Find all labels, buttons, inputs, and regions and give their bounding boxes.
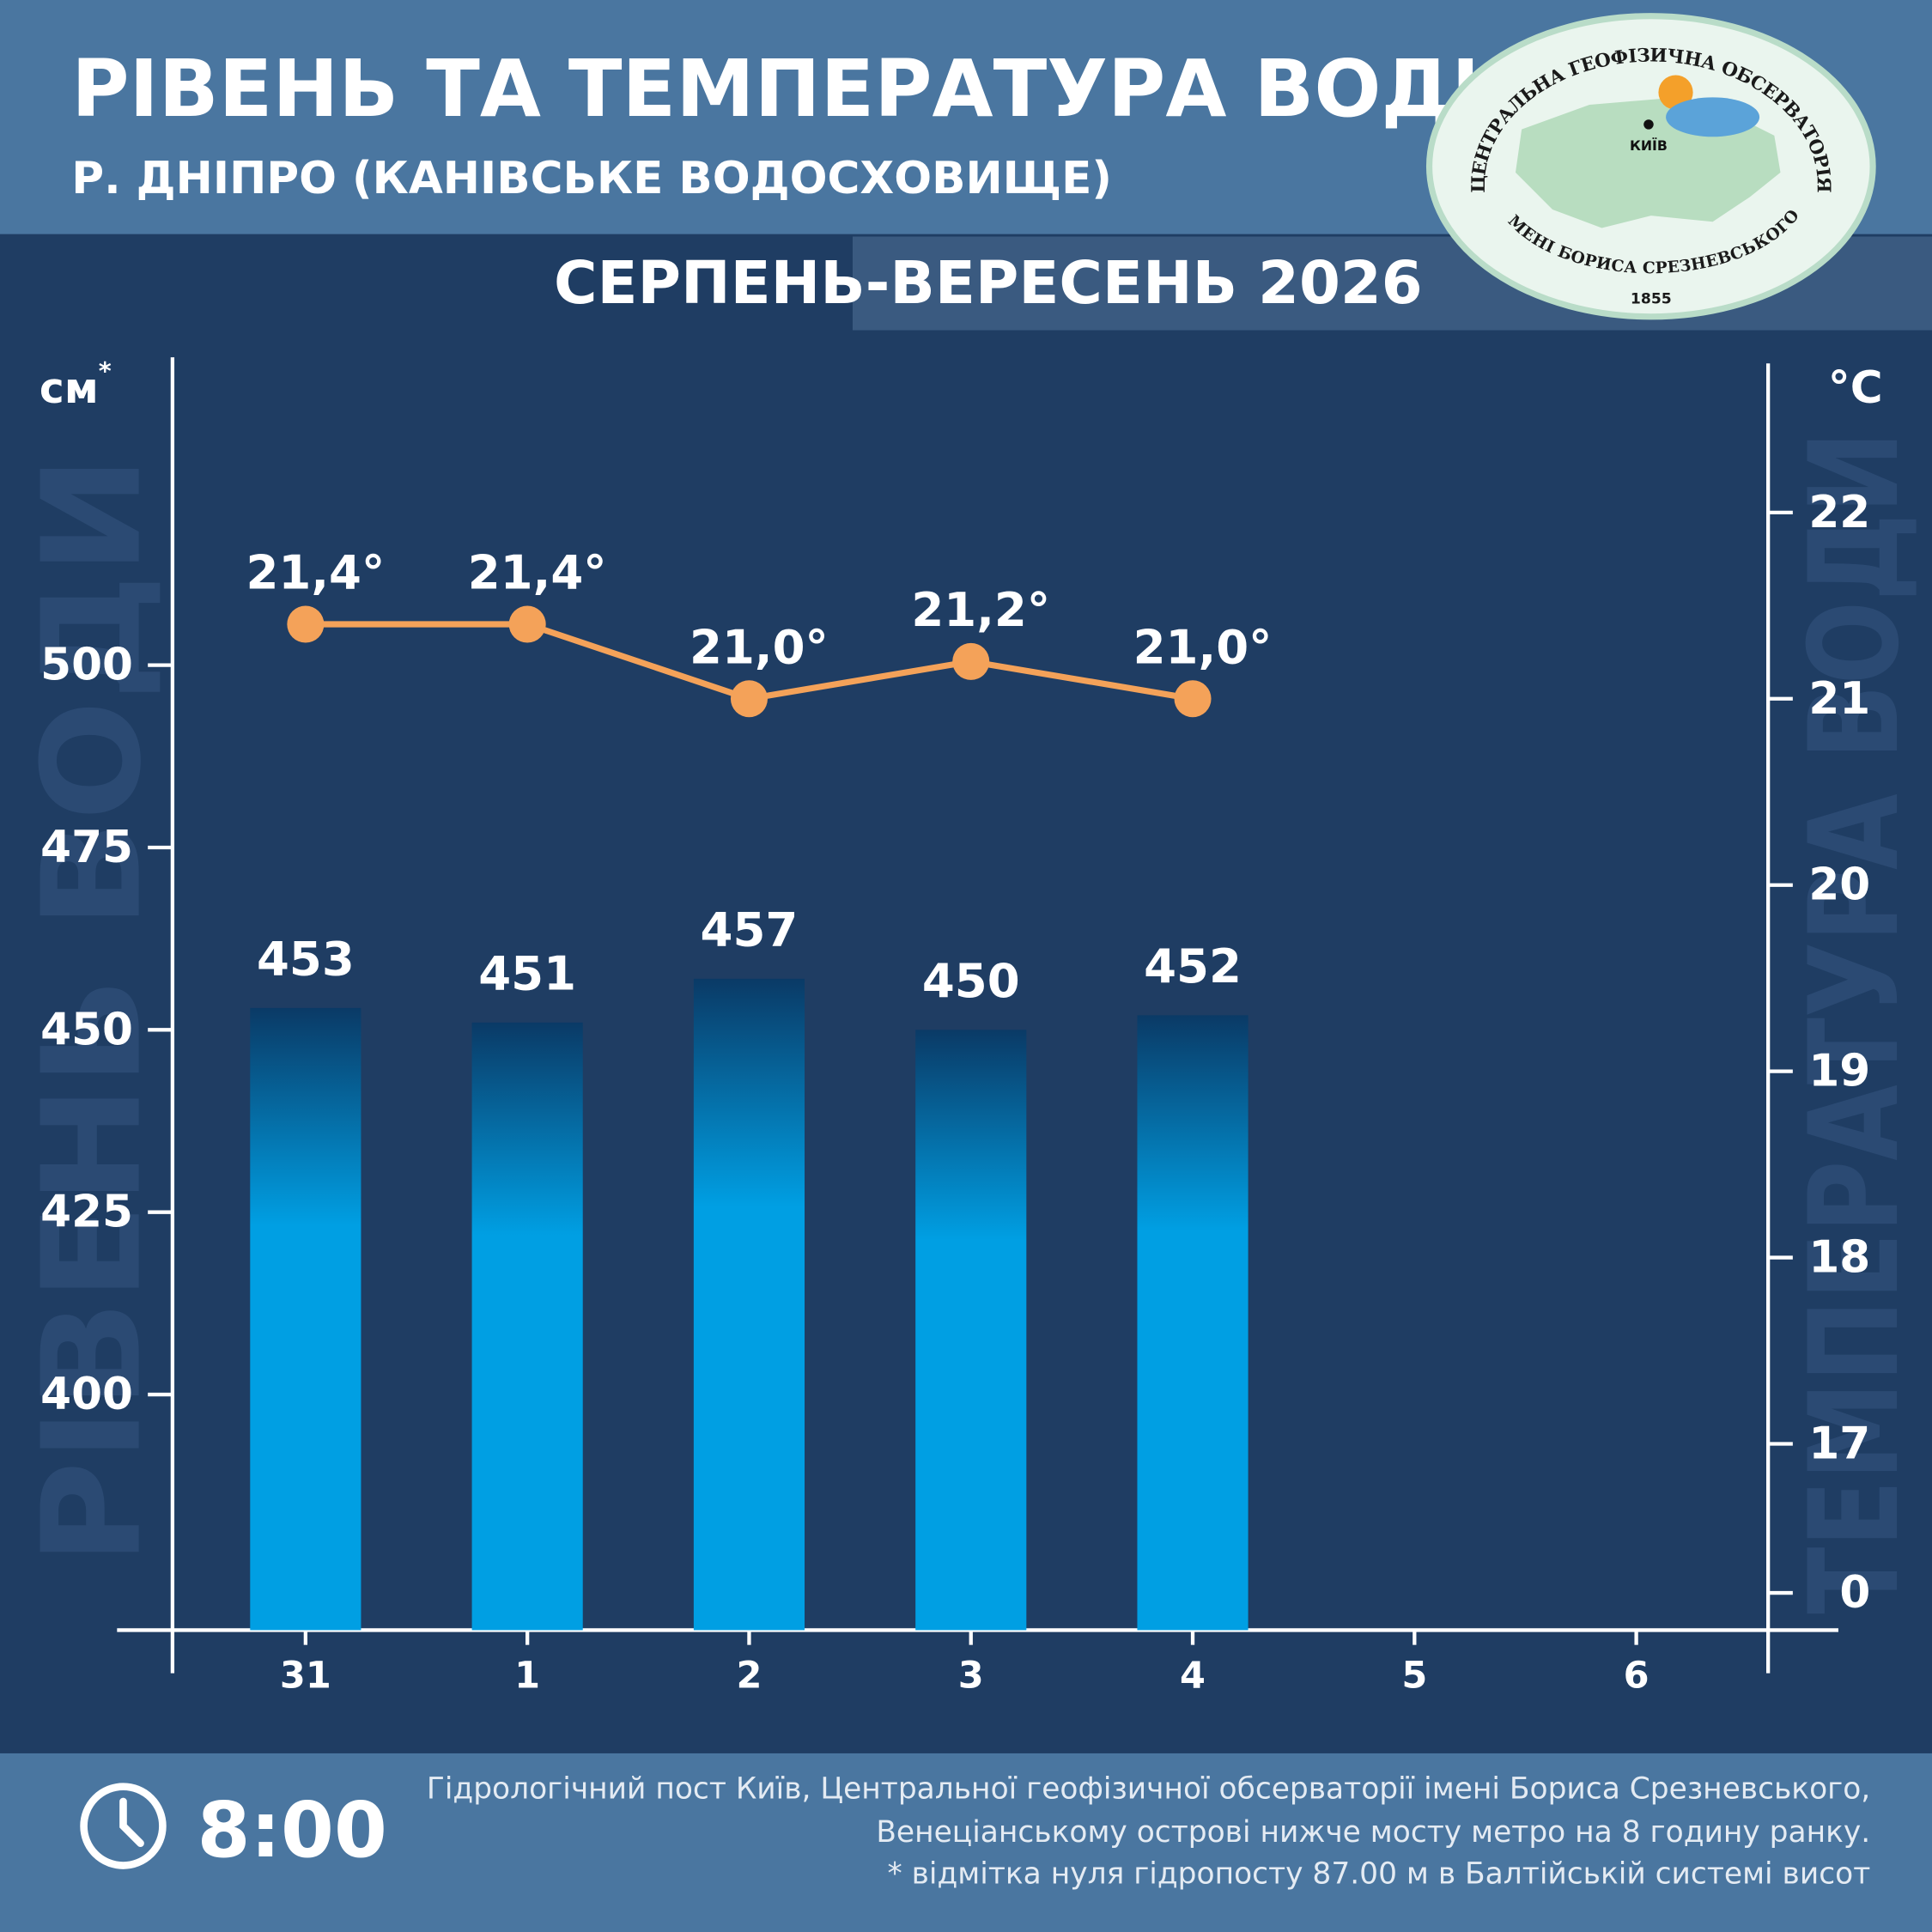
subtitle: Р. ДНІПРО (КАНІВСЬКЕ ВОДОСХОВИЩЕ) <box>71 153 1112 204</box>
bar-value-label: 457 <box>701 902 799 957</box>
y2-unit: °C <box>1828 362 1883 414</box>
bar <box>250 1007 361 1631</box>
bar <box>1137 1015 1249 1631</box>
logo-sun <box>1658 75 1693 110</box>
x-tick-label: 3 <box>958 1655 984 1698</box>
bar-value-label: 453 <box>257 931 355 986</box>
temperature-point <box>287 605 325 643</box>
note: * відмітка нуля гідропосту 87.00 м в Бал… <box>887 1857 1870 1892</box>
time: 8:00 <box>197 1785 387 1874</box>
x-tick-label: 1 <box>514 1655 540 1698</box>
bar <box>915 1030 1027 1631</box>
x-tick-label: 4 <box>1180 1655 1206 1698</box>
temperature-label: 21,4° <box>468 545 607 600</box>
y2-tick-label: 20 <box>1808 860 1870 911</box>
temperature-label: 21,4° <box>246 545 385 600</box>
logo-cloud <box>1666 97 1760 137</box>
clock-hands <box>119 1797 144 1847</box>
y2-tick-label: 19 <box>1808 1046 1870 1097</box>
bar-value-label: 450 <box>922 953 1020 1008</box>
y-unit-text: см <box>39 364 99 413</box>
bar-value-label: 451 <box>478 945 576 1000</box>
footer-band <box>0 1753 1932 1932</box>
temperature-point <box>952 642 990 680</box>
y-tick-label: 500 <box>40 640 133 691</box>
y2-tick-label: 22 <box>1808 487 1870 538</box>
y2-tick-label: 17 <box>1808 1419 1870 1470</box>
y2-watermark: ТЕМПЕРАТУРА ВОДИ <box>1783 431 1926 1614</box>
temperature-label: 21,0° <box>690 620 829 675</box>
y-tick-label: 450 <box>40 1004 133 1055</box>
logo-dot <box>1643 119 1654 130</box>
note: Гідрологічний пост Київ, Центральної гео… <box>427 1772 1870 1807</box>
bar <box>471 1022 583 1631</box>
x-tick-label: 2 <box>736 1655 762 1698</box>
footer: 8:00 Гідрологічний пост Київ, Центрально… <box>80 1772 1870 1892</box>
temperature-label: 21,0° <box>1133 620 1273 675</box>
note: Венеціанському острові нижче мосту метро… <box>876 1815 1870 1850</box>
clock-icon <box>80 1783 167 1869</box>
period: СЕРПЕНЬ-ВЕРЕСЕНЬ 2026 <box>554 249 1423 318</box>
temperature-point <box>508 605 546 643</box>
y2-tick-label: 0 <box>1839 1567 1870 1619</box>
y-tick-label: 475 <box>40 822 133 873</box>
y-tick-label: 400 <box>40 1369 133 1420</box>
temperature-point <box>1174 680 1212 718</box>
title: РІВЕНЬ ТА ТЕМПЕРАТУРА ВОДИ <box>71 43 1517 135</box>
y-watermark: РІВЕНЬ ВОДИ <box>14 456 172 1564</box>
x-tick-label: 31 <box>280 1655 331 1698</box>
x-tick-label: 6 <box>1624 1655 1649 1698</box>
y-tick-label: 425 <box>40 1187 133 1238</box>
x-tick-label: 5 <box>1401 1655 1427 1698</box>
bar <box>693 978 805 1631</box>
logo-city: КИЇВ <box>1630 137 1668 154</box>
temperature-point <box>730 680 768 718</box>
y2-tick-label: 21 <box>1808 673 1870 725</box>
y2-tick-label: 18 <box>1808 1232 1870 1284</box>
y-unit-mark: * <box>99 356 112 386</box>
y-unit: см* <box>39 356 112 413</box>
logo-year: 1855 <box>1631 291 1672 308</box>
temperature-label: 21,2° <box>911 582 1050 637</box>
bar-value-label: 452 <box>1144 939 1242 993</box>
